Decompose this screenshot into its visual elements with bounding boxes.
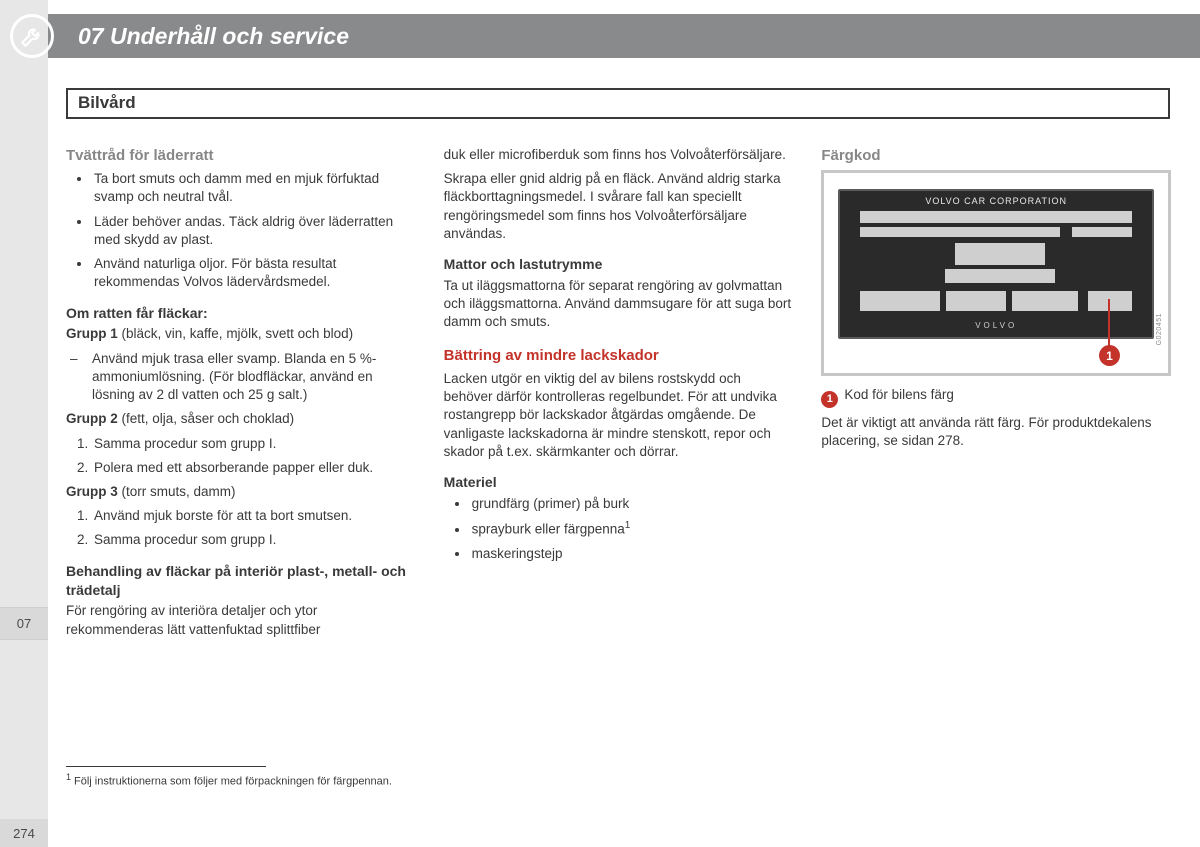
- plate-brand: VOLVO: [840, 321, 1152, 332]
- figure-code: G020451: [1155, 313, 1164, 345]
- plate-field: [860, 291, 940, 311]
- chapter-tab: 07: [0, 607, 48, 640]
- group1-label: Grupp 1 (bläck, vin, kaffe, mjölk, svett…: [66, 325, 416, 343]
- group2-list: Samma procedur som grupp I. Polera med e…: [66, 435, 416, 477]
- plate-field: [955, 243, 1045, 265]
- plate-field: [946, 291, 1006, 311]
- left-rail: [0, 0, 48, 830]
- footnote: 1Följ instruktionerna som följer med för…: [66, 772, 392, 788]
- section-heading-box: Bilvård: [66, 88, 1170, 119]
- column-1: Tvättråd för läderratt Ta bort smuts och…: [66, 146, 416, 645]
- continued-text: duk eller microfiberduk som finns hos Vo…: [444, 146, 794, 164]
- column-2: duk eller microfiberduk som finns hos Vo…: [444, 146, 794, 645]
- list-item: Använd naturliga oljor. För bästa result…: [92, 255, 416, 291]
- stain-warning-text: Skrapa eller gnid aldrig på en fläck. An…: [444, 170, 794, 243]
- callout-badge: 1: [1099, 345, 1120, 366]
- heading-paint-repair: Bättring av mindre lackskador: [444, 346, 794, 366]
- plate-title: VOLVO CAR CORPORATION: [840, 195, 1152, 207]
- leather-tips-list: Ta bort smuts och damm med en mjuk för­f…: [66, 170, 416, 291]
- list-item: sprayburk eller färgpenna1: [470, 519, 794, 539]
- list-item: maskeringstejp: [470, 545, 794, 563]
- plate-field: [860, 227, 1060, 237]
- heading-interior-parts: Behandling av fläckar på interiör plast-…: [66, 562, 416, 600]
- heading-colorcode: Färgkod: [821, 146, 1171, 166]
- list-item: Samma procedur som grupp I.: [92, 435, 416, 453]
- page-number: 274: [0, 819, 48, 847]
- heading-materials: Materiel: [444, 473, 794, 492]
- mats-text: Ta ut iläggsmattorna för separat rengöri…: [444, 277, 794, 332]
- chapter-title: 07 Underhåll och service: [78, 23, 349, 50]
- group2-label: Grupp 2 (fett, olja, såser och choklad): [66, 410, 416, 428]
- group3-list: Använd mjuk borste för att ta bort smuts…: [66, 507, 416, 549]
- callout-badge-inline: 1: [821, 391, 838, 408]
- plate-field: [945, 269, 1055, 283]
- list-item: Samma procedur som grupp I.: [92, 531, 416, 549]
- colorcode-figure: VOLVO CAR CORPORATION VOLVO 1 G020451: [821, 170, 1171, 376]
- product-plate: VOLVO CAR CORPORATION VOLVO: [838, 189, 1154, 339]
- plate-field: [1072, 227, 1132, 237]
- interior-parts-text: För rengöring av interiöra detaljer och …: [66, 602, 416, 638]
- list-item: Ta bort smuts och damm med en mjuk för­f…: [92, 170, 416, 206]
- footnote-rule: [66, 766, 266, 767]
- heading-stains: Om ratten får fläckar:: [66, 304, 416, 323]
- group3-label: Grupp 3 (torr smuts, damm): [66, 483, 416, 501]
- list-item: grundfärg (primer) på burk: [470, 495, 794, 513]
- chapter-title-bar: 07 Underhåll och service: [48, 14, 1200, 58]
- section-heading: Bilvård: [78, 93, 1158, 113]
- column-3: Färgkod VOLVO CAR CORPORATION VOLVO 1 G0…: [821, 146, 1171, 645]
- plate-field: [860, 211, 1132, 223]
- plate-field: [1088, 291, 1132, 311]
- list-item: Polera med ett absorberande papper eller…: [92, 459, 416, 477]
- list-item: Använd mjuk trasa eller svamp. Blanda en…: [66, 350, 416, 405]
- list-item: Läder behöver andas. Täck aldrig över lä…: [92, 213, 416, 249]
- materials-list: grundfärg (primer) på burk sprayburk ell…: [444, 495, 794, 563]
- group1-list: Använd mjuk trasa eller svamp. Blanda en…: [66, 350, 416, 405]
- heading-mats: Mattor och lastutrymme: [444, 255, 794, 274]
- figure-caption: 1Kod för bilens färg: [821, 386, 1171, 408]
- wrench-icon: [10, 14, 54, 58]
- colorcode-text: Det är viktigt att använda rätt färg. Fö…: [821, 414, 1171, 450]
- paint-text: Lacken utgör en viktig del av bilens ros…: [444, 370, 794, 461]
- plate-field: [1012, 291, 1078, 311]
- content-columns: Tvättråd för läderratt Ta bort smuts och…: [66, 146, 1171, 645]
- list-item: Använd mjuk borste för att ta bort smuts…: [92, 507, 416, 525]
- heading-leather: Tvättråd för läderratt: [66, 146, 416, 166]
